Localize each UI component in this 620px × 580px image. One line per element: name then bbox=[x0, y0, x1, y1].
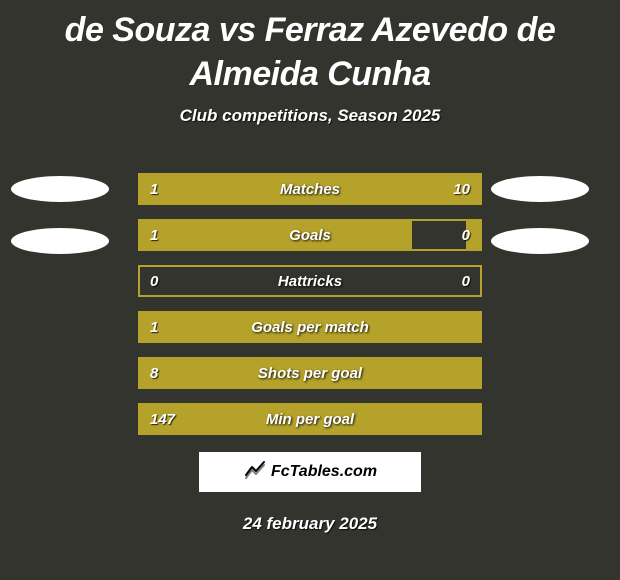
value-right: 0 bbox=[462, 265, 470, 297]
bar-track bbox=[138, 265, 482, 297]
brand-label: FcTables.com bbox=[271, 463, 377, 481]
page-title: de Souza vs Ferraz Azevedo de Almeida Cu… bbox=[0, 0, 620, 98]
bar-fill-right bbox=[188, 175, 480, 203]
date-label: 24 february 2025 bbox=[0, 514, 620, 534]
bar-fill-left bbox=[140, 405, 480, 433]
bar-fill-left bbox=[140, 175, 188, 203]
avatar-ellipse-right bbox=[491, 176, 589, 202]
value-right: 10 bbox=[453, 173, 470, 205]
comparison-infographic: de Souza vs Ferraz Azevedo de Almeida Cu… bbox=[0, 0, 620, 580]
bar-fill-left bbox=[140, 221, 412, 249]
comparison-row: 8Shots per goal bbox=[138, 357, 482, 389]
value-left: 8 bbox=[150, 357, 158, 389]
bar-fill-left bbox=[140, 313, 480, 341]
bar-fill-left bbox=[140, 359, 480, 387]
comparison-row: 1Goals per match bbox=[138, 311, 482, 343]
comparison-row: 110Matches bbox=[138, 173, 482, 205]
comparison-row: 10Goals bbox=[138, 219, 482, 251]
value-left: 1 bbox=[150, 311, 158, 343]
value-left: 1 bbox=[150, 219, 158, 251]
avatar-ellipse-right bbox=[491, 228, 589, 254]
comparison-row: 147Min per goal bbox=[138, 403, 482, 435]
comparison-row: 00Hattricks bbox=[138, 265, 482, 297]
comparison-rows: 110Matches10Goals00Hattricks1Goals per m… bbox=[138, 173, 482, 435]
avatar-ellipse-left bbox=[11, 228, 109, 254]
value-left: 147 bbox=[150, 403, 175, 435]
brand-chip: FcTables.com bbox=[199, 452, 421, 492]
chart-line-icon bbox=[243, 458, 267, 487]
value-left: 0 bbox=[150, 265, 158, 297]
avatar-ellipse-left bbox=[11, 176, 109, 202]
value-left: 1 bbox=[150, 173, 158, 205]
value-right: 0 bbox=[462, 219, 470, 251]
page-subtitle: Club competitions, Season 2025 bbox=[0, 106, 620, 126]
